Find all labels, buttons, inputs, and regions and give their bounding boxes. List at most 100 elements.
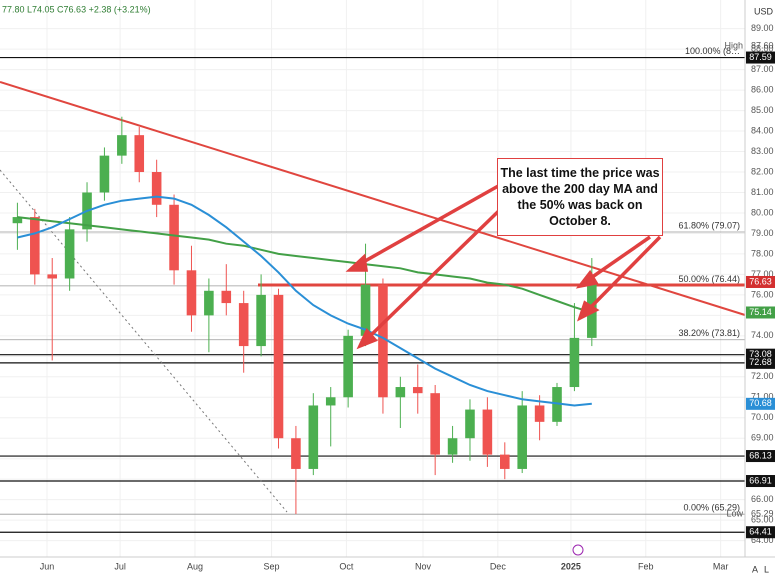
price-tag-label: 70.68 — [749, 398, 772, 408]
candle-body — [378, 284, 388, 398]
candle-body — [569, 337, 580, 388]
candle-body — [64, 229, 75, 279]
event-icon[interactable] — [572, 544, 584, 556]
candle-body — [221, 290, 232, 304]
y-tick-label: 66.00 — [751, 494, 774, 504]
price-tag — [746, 306, 775, 319]
y-tick-label: 76.00 — [751, 289, 774, 299]
ma-line — [17, 216, 593, 314]
price-tag-label: 73.08 — [749, 349, 772, 359]
candle-body — [412, 387, 423, 394]
log-button[interactable]: L — [764, 564, 769, 574]
fib-label: 100.00% (8… — [685, 46, 740, 56]
candle-body — [465, 409, 475, 439]
y-tick-label: 71.00 — [751, 392, 774, 402]
candle-body — [325, 397, 336, 406]
ohlc-header: 77.80 L74.05 C76.63 +2.38 (+3.21%) — [2, 4, 151, 14]
candle-body — [343, 335, 353, 398]
x-tick-label: Dec — [490, 561, 507, 571]
fib-label: 50.00% (76.44) — [678, 274, 740, 284]
candle-body — [99, 155, 110, 193]
candle-body — [552, 387, 562, 422]
x-tick-label: Feb — [638, 561, 654, 571]
candle-body — [117, 135, 127, 156]
candle-body — [186, 270, 197, 316]
y-tick-label: 74.00 — [751, 330, 774, 340]
y-tick-label: 88.00 — [751, 44, 774, 54]
y-tick-label: 79.00 — [751, 228, 774, 238]
price-tag-label: 64.41 — [749, 527, 772, 537]
price-tag — [746, 526, 775, 539]
y-tick-label: 80.00 — [751, 207, 774, 217]
x-tick-label: Mar — [713, 561, 729, 571]
fib-label: 61.80% (79.07) — [678, 220, 740, 230]
y-tick-label: 72.00 — [751, 371, 774, 381]
y-tick-label: 87.00 — [751, 64, 774, 74]
price-tag-label: 76.63 — [749, 276, 772, 286]
price-tag — [746, 275, 775, 288]
currency: USD — [754, 6, 774, 16]
price-tag-label: 87.59 — [749, 52, 772, 62]
y-tick-label: 83.00 — [751, 146, 774, 156]
x-tick-label: 2025 — [561, 561, 581, 571]
y-tick-label: 86.00 — [751, 84, 774, 94]
y-tick-label: 65.00 — [751, 515, 774, 525]
price-tag-label: 68.13 — [749, 450, 772, 460]
y-tick-label: 82.00 — [751, 166, 774, 176]
y-tick-label: 81.00 — [751, 187, 774, 197]
price-tag — [746, 397, 775, 410]
y-tick-label: 69.00 — [751, 433, 774, 443]
candle-body — [534, 405, 545, 422]
fib-label: 38.20% (73.81) — [678, 328, 740, 338]
y-tick-label: 77.00 — [751, 269, 774, 279]
candle-body — [169, 204, 179, 271]
candle-body — [47, 274, 58, 279]
auto-button[interactable]: A — [752, 564, 758, 574]
candle-body — [238, 303, 249, 347]
candle-body — [447, 438, 458, 455]
x-tick-label: Jul — [114, 561, 126, 571]
candle-body — [395, 387, 406, 398]
candle-body — [517, 405, 527, 469]
x-tick-label: Sep — [264, 561, 280, 571]
x-tick-label: Jun — [40, 561, 55, 571]
price-tag — [746, 51, 775, 64]
candle-body — [500, 454, 510, 469]
candle-body — [482, 409, 493, 455]
x-tick-label: Oct — [339, 561, 354, 571]
ma-line — [17, 195, 592, 407]
candle-body — [360, 284, 371, 336]
y-tick-label: 70.00 — [751, 412, 774, 422]
candle-body — [151, 172, 162, 205]
candle-body — [256, 294, 266, 347]
y-tick-label: 85.00 — [751, 105, 774, 115]
candle-body — [30, 217, 40, 275]
low-label: Low — [726, 509, 743, 519]
x-tick-label: Nov — [415, 561, 432, 571]
candle-body — [291, 438, 301, 469]
arrows — [345, 183, 662, 350]
price-tag — [746, 356, 775, 369]
y-tick-label: 84.00 — [751, 125, 774, 135]
fib-label: 0.00% (65.29) — [683, 503, 740, 513]
y-tick-label: 78.00 — [751, 248, 774, 258]
candle-body — [430, 393, 440, 455]
y-tick-label: 64.00 — [751, 535, 774, 545]
candle-body — [134, 135, 145, 173]
high-value: 87.60 — [751, 41, 774, 51]
price-tag — [746, 450, 775, 463]
price-tag — [746, 475, 775, 488]
annotation: The last time the price was above the 20… — [497, 158, 663, 236]
candle-body — [204, 290, 214, 316]
candle-body — [273, 294, 284, 439]
candle-body — [12, 217, 23, 224]
price-tag-label: 75.14 — [749, 307, 772, 317]
y-tick-label: 89.00 — [751, 23, 774, 33]
x-tick-label: Aug — [187, 561, 203, 571]
price-tag-label: 66.91 — [749, 475, 772, 485]
low-value: 65.29 — [751, 509, 774, 519]
price-tag-label: 72.68 — [749, 357, 772, 367]
high-label: High — [724, 41, 743, 51]
